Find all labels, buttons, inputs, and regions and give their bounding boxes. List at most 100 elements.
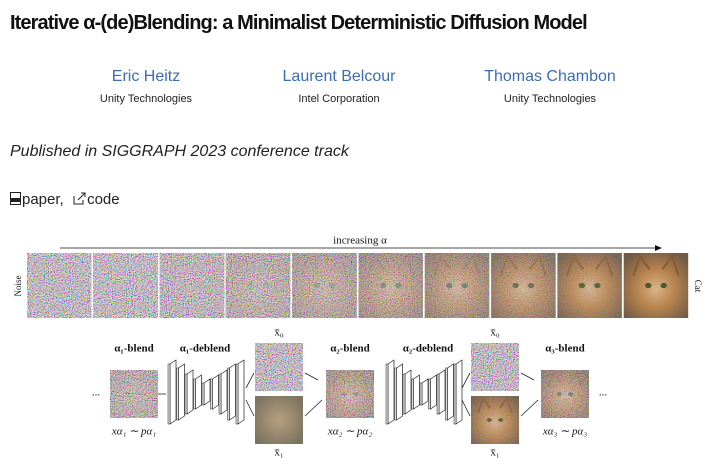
author-affiliation: Unity Technologies	[503, 93, 597, 105]
network-layer	[220, 369, 228, 415]
image-base	[255, 396, 303, 444]
image	[471, 343, 519, 391]
arrow-head	[655, 245, 662, 251]
connector	[304, 372, 319, 381]
network-layer-face	[235, 363, 239, 425]
image	[255, 396, 303, 444]
connector	[461, 372, 471, 389]
image	[292, 253, 357, 318]
image	[491, 253, 556, 318]
step-label: α₃-blend	[545, 343, 584, 355]
connector	[520, 372, 535, 381]
right-label: Cat	[693, 280, 703, 293]
network-layer	[430, 374, 437, 410]
page-title: Iterative α-(de)Blending: a Minimalist D…	[10, 12, 588, 34]
step-label: α₂-blend	[330, 343, 369, 355]
author-affiliation: Intel Corporation	[298, 93, 380, 105]
network-layer	[404, 369, 412, 415]
network-layer	[229, 363, 236, 421]
x0-label: x̄₀	[490, 327, 500, 339]
sample-label: xα₃ ∼ pα₃	[542, 426, 587, 438]
image	[424, 253, 490, 318]
image-noise	[93, 253, 158, 318]
network-layer	[203, 378, 211, 406]
network-layer	[396, 363, 403, 421]
sample-label: xα₁ ∼ pα₁	[111, 426, 156, 438]
image	[541, 370, 589, 418]
network-layer	[413, 374, 420, 410]
network-layer	[421, 378, 429, 406]
image-noise	[424, 253, 490, 318]
image	[326, 370, 374, 418]
step-label: α₁-deblend	[180, 343, 230, 355]
image	[27, 253, 92, 318]
network-layer-face	[436, 373, 440, 415]
network-layer	[195, 374, 202, 410]
author-name[interactable]: Laurent Belcour	[282, 68, 396, 85]
network-layer-face	[193, 378, 196, 410]
step-label: α₁-blend	[114, 343, 153, 355]
separator: ,	[59, 191, 64, 208]
image	[358, 253, 423, 318]
image	[110, 370, 158, 418]
network-layer	[212, 374, 219, 410]
network-layer-face	[210, 378, 213, 410]
image-noise	[255, 343, 303, 391]
x0-label: x̄₀	[274, 327, 284, 339]
author-name[interactable]: Thomas Chambon	[484, 68, 616, 85]
connector	[461, 399, 471, 417]
connector	[304, 399, 323, 417]
links: paper, code	[10, 191, 120, 208]
network-layer	[178, 363, 185, 421]
image	[623, 253, 689, 318]
image-noise	[110, 370, 158, 418]
external-icon	[73, 192, 86, 205]
ellipsis: ...	[599, 387, 608, 399]
paper-link[interactable]: paper	[22, 191, 60, 208]
network-layer-face	[411, 378, 414, 410]
image	[471, 396, 519, 444]
network-layer-face	[385, 363, 389, 425]
author-name[interactable]: Eric Heitz	[111, 68, 181, 85]
network-layer-face	[167, 363, 171, 425]
image-noise	[292, 253, 357, 318]
image	[93, 253, 158, 318]
sample-label: xα₂ ∼ pα₂	[327, 426, 372, 438]
network-layer-face	[428, 378, 431, 410]
image-noise	[326, 370, 374, 418]
image-noise	[471, 396, 519, 444]
connector	[520, 399, 539, 417]
network-layer-face	[201, 382, 205, 406]
cat-eye	[660, 282, 667, 289]
image-noise	[471, 343, 519, 391]
network-layer-face	[218, 373, 222, 415]
network-layer-face	[453, 363, 457, 425]
code-link[interactable]: code	[87, 191, 120, 208]
network-layer	[438, 369, 446, 415]
network-layer	[169, 359, 177, 425]
network-layer-face	[227, 367, 230, 421]
connector	[245, 372, 255, 389]
left-label: Noise	[13, 275, 23, 296]
image-noise	[27, 253, 92, 318]
x1-label: x̄₁	[274, 447, 284, 459]
pdf-icon	[10, 192, 21, 205]
network-layer-face	[184, 373, 188, 415]
connector	[245, 399, 255, 417]
image-noise	[541, 370, 589, 418]
network-layer	[186, 369, 194, 415]
image-noise	[557, 253, 622, 318]
network-layer-face	[402, 373, 406, 415]
image-noise	[491, 253, 556, 318]
image-noise	[225, 253, 291, 318]
publication: Published in SIGGRAPH 2023 conference tr…	[10, 143, 349, 160]
image	[255, 343, 303, 391]
step-label: α₂-deblend	[403, 343, 453, 355]
network-layer	[387, 359, 395, 425]
image	[159, 253, 225, 318]
cat-eye	[644, 282, 652, 289]
network-layer-face	[394, 367, 397, 421]
network-layer	[447, 363, 454, 421]
image	[225, 253, 291, 318]
